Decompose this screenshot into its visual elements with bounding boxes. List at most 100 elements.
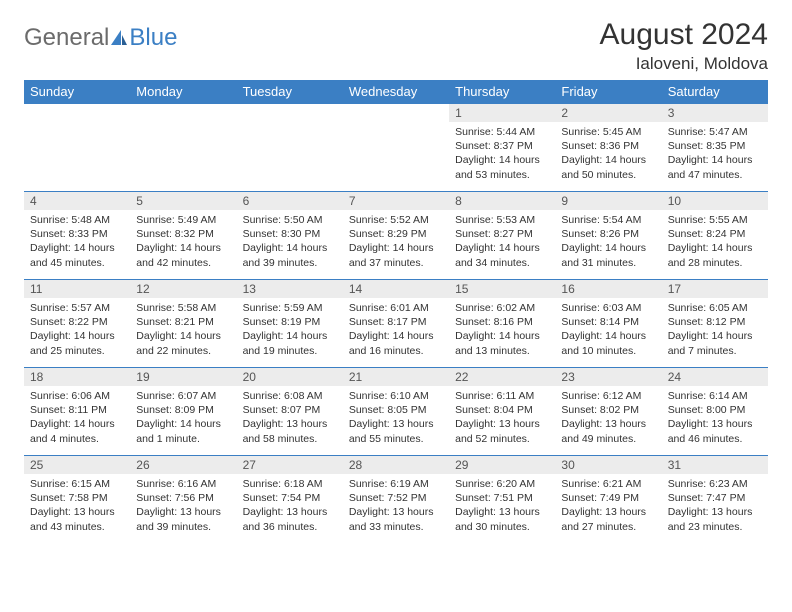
day-info: Sunrise: 6:07 AMSunset: 8:09 PMDaylight:… [130,386,236,450]
calendar-cell: 1Sunrise: 5:44 AMSunset: 8:37 PMDaylight… [449,104,555,192]
day-info: Sunrise: 5:44 AMSunset: 8:37 PMDaylight:… [449,122,555,186]
day-info: Sunrise: 6:21 AMSunset: 7:49 PMDaylight:… [555,474,661,538]
day-info: Sunrise: 6:01 AMSunset: 8:17 PMDaylight:… [343,298,449,362]
weekday-header: Wednesday [343,80,449,104]
calendar-cell: 9Sunrise: 5:54 AMSunset: 8:26 PMDaylight… [555,192,661,280]
calendar-cell [130,104,236,192]
day-number: 2 [555,104,661,122]
day-info: Sunrise: 5:58 AMSunset: 8:21 PMDaylight:… [130,298,236,362]
day-number: 8 [449,192,555,210]
day-number: 29 [449,456,555,474]
calendar-cell: 21Sunrise: 6:10 AMSunset: 8:05 PMDayligh… [343,368,449,456]
calendar-row: 11Sunrise: 5:57 AMSunset: 8:22 PMDayligh… [24,280,768,368]
day-number: 7 [343,192,449,210]
calendar-cell [343,104,449,192]
weekday-header: Thursday [449,80,555,104]
weekday-header: Tuesday [237,80,343,104]
day-number: 19 [130,368,236,386]
day-info: Sunrise: 6:10 AMSunset: 8:05 PMDaylight:… [343,386,449,450]
calendar-cell [237,104,343,192]
calendar-cell: 24Sunrise: 6:14 AMSunset: 8:00 PMDayligh… [662,368,768,456]
day-number: 20 [237,368,343,386]
weekday-header: Sunday [24,80,130,104]
sail-icon [109,28,129,48]
calendar-body: 1Sunrise: 5:44 AMSunset: 8:37 PMDaylight… [24,104,768,544]
day-info: Sunrise: 6:12 AMSunset: 8:02 PMDaylight:… [555,386,661,450]
day-number: 14 [343,280,449,298]
day-number: 23 [555,368,661,386]
calendar-cell: 26Sunrise: 6:16 AMSunset: 7:56 PMDayligh… [130,456,236,544]
day-info: Sunrise: 6:11 AMSunset: 8:04 PMDaylight:… [449,386,555,450]
calendar-cell: 22Sunrise: 6:11 AMSunset: 8:04 PMDayligh… [449,368,555,456]
logo: General Blue [24,18,177,52]
day-number: 18 [24,368,130,386]
calendar-cell: 20Sunrise: 6:08 AMSunset: 8:07 PMDayligh… [237,368,343,456]
weekday-header: Friday [555,80,661,104]
day-info: Sunrise: 5:54 AMSunset: 8:26 PMDaylight:… [555,210,661,274]
day-number: 25 [24,456,130,474]
calendar-cell: 7Sunrise: 5:52 AMSunset: 8:29 PMDaylight… [343,192,449,280]
day-number: 5 [130,192,236,210]
logo-text-general: General [24,24,109,52]
day-info: Sunrise: 6:20 AMSunset: 7:51 PMDaylight:… [449,474,555,538]
day-info: Sunrise: 6:14 AMSunset: 8:00 PMDaylight:… [662,386,768,450]
day-info: Sunrise: 6:23 AMSunset: 7:47 PMDaylight:… [662,474,768,538]
calendar-cell: 18Sunrise: 6:06 AMSunset: 8:11 PMDayligh… [24,368,130,456]
day-info: Sunrise: 5:47 AMSunset: 8:35 PMDaylight:… [662,122,768,186]
calendar-cell: 2Sunrise: 5:45 AMSunset: 8:36 PMDaylight… [555,104,661,192]
calendar-cell: 23Sunrise: 6:12 AMSunset: 8:02 PMDayligh… [555,368,661,456]
day-info: Sunrise: 6:02 AMSunset: 8:16 PMDaylight:… [449,298,555,362]
day-number: 30 [555,456,661,474]
day-info: Sunrise: 5:53 AMSunset: 8:27 PMDaylight:… [449,210,555,274]
day-number: 4 [24,192,130,210]
calendar-cell: 13Sunrise: 5:59 AMSunset: 8:19 PMDayligh… [237,280,343,368]
day-info: Sunrise: 6:03 AMSunset: 8:14 PMDaylight:… [555,298,661,362]
day-number: 24 [662,368,768,386]
calendar-cell [24,104,130,192]
calendar-table: SundayMondayTuesdayWednesdayThursdayFrid… [24,80,768,544]
calendar-row: 1Sunrise: 5:44 AMSunset: 8:37 PMDaylight… [24,104,768,192]
day-number: 13 [237,280,343,298]
title-block: August 2024 Ialoveni, Moldova [600,18,768,74]
day-number: 9 [555,192,661,210]
day-number: 31 [662,456,768,474]
calendar-cell: 30Sunrise: 6:21 AMSunset: 7:49 PMDayligh… [555,456,661,544]
day-info: Sunrise: 6:05 AMSunset: 8:12 PMDaylight:… [662,298,768,362]
calendar-cell: 27Sunrise: 6:18 AMSunset: 7:54 PMDayligh… [237,456,343,544]
calendar-cell: 25Sunrise: 6:15 AMSunset: 7:58 PMDayligh… [24,456,130,544]
day-number: 10 [662,192,768,210]
day-info: Sunrise: 5:45 AMSunset: 8:36 PMDaylight:… [555,122,661,186]
day-info: Sunrise: 6:06 AMSunset: 8:11 PMDaylight:… [24,386,130,450]
day-info: Sunrise: 5:57 AMSunset: 8:22 PMDaylight:… [24,298,130,362]
calendar-cell: 16Sunrise: 6:03 AMSunset: 8:14 PMDayligh… [555,280,661,368]
day-info: Sunrise: 5:50 AMSunset: 8:30 PMDaylight:… [237,210,343,274]
day-number: 16 [555,280,661,298]
calendar-cell: 3Sunrise: 5:47 AMSunset: 8:35 PMDaylight… [662,104,768,192]
calendar-cell: 17Sunrise: 6:05 AMSunset: 8:12 PMDayligh… [662,280,768,368]
day-info: Sunrise: 6:16 AMSunset: 7:56 PMDaylight:… [130,474,236,538]
day-number: 15 [449,280,555,298]
calendar-cell: 28Sunrise: 6:19 AMSunset: 7:52 PMDayligh… [343,456,449,544]
day-info: Sunrise: 6:15 AMSunset: 7:58 PMDaylight:… [24,474,130,538]
day-number: 1 [449,104,555,122]
day-number: 27 [237,456,343,474]
day-number: 21 [343,368,449,386]
day-number: 11 [24,280,130,298]
day-number: 3 [662,104,768,122]
calendar-cell: 10Sunrise: 5:55 AMSunset: 8:24 PMDayligh… [662,192,768,280]
day-info: Sunrise: 6:18 AMSunset: 7:54 PMDaylight:… [237,474,343,538]
day-info: Sunrise: 6:08 AMSunset: 8:07 PMDaylight:… [237,386,343,450]
calendar-cell: 19Sunrise: 6:07 AMSunset: 8:09 PMDayligh… [130,368,236,456]
day-info: Sunrise: 5:48 AMSunset: 8:33 PMDaylight:… [24,210,130,274]
day-info: Sunrise: 5:55 AMSunset: 8:24 PMDaylight:… [662,210,768,274]
calendar-cell: 6Sunrise: 5:50 AMSunset: 8:30 PMDaylight… [237,192,343,280]
day-number: 12 [130,280,236,298]
calendar-cell: 15Sunrise: 6:02 AMSunset: 8:16 PMDayligh… [449,280,555,368]
day-info: Sunrise: 5:49 AMSunset: 8:32 PMDaylight:… [130,210,236,274]
weekday-header: Monday [130,80,236,104]
calendar-cell: 4Sunrise: 5:48 AMSunset: 8:33 PMDaylight… [24,192,130,280]
calendar-cell: 12Sunrise: 5:58 AMSunset: 8:21 PMDayligh… [130,280,236,368]
day-info: Sunrise: 5:59 AMSunset: 8:19 PMDaylight:… [237,298,343,362]
calendar-cell: 11Sunrise: 5:57 AMSunset: 8:22 PMDayligh… [24,280,130,368]
day-number: 6 [237,192,343,210]
